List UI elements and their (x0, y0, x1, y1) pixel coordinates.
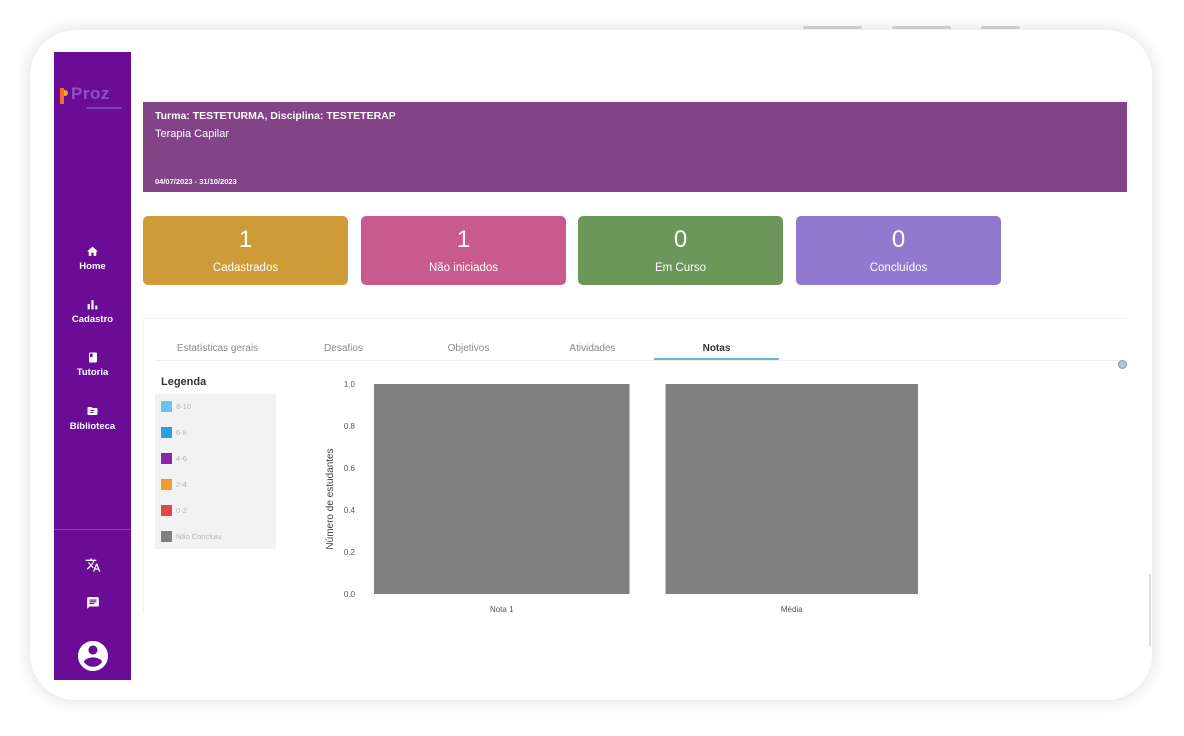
course-dates: 04/07/2023 - 31/10/2023 (155, 177, 237, 186)
sidebar-item-home[interactable]: Home (54, 243, 131, 283)
course-title: Turma: TESTETURMA, Disciplina: TESTETERA… (155, 110, 396, 122)
proz-logo[interactable]: Proz (60, 82, 126, 112)
y-tick-label: 0.0 (344, 590, 356, 599)
stat-card-concluidos[interactable]: 0 Concluídos (796, 216, 1001, 285)
chart-bar (374, 384, 630, 594)
legend-label: 4-6 (176, 453, 187, 463)
legend-swatch (161, 400, 172, 412)
y-tick-label: 0.4 (344, 506, 356, 515)
tab-estatisticas-gerais[interactable]: Estatísticas gerais (176, 343, 259, 354)
y-tick-label: 1.0 (344, 380, 356, 389)
stat-label: Concluídos (869, 262, 928, 274)
translate-icon (85, 557, 101, 578)
legend-label: 8-10 (176, 401, 192, 411)
x-tick-label: Média (781, 605, 803, 614)
stat-label: Em Curso (654, 262, 707, 274)
legend-item: Não Concluiu (161, 530, 221, 542)
sidebar-item-cadastro[interactable]: Cadastro (54, 296, 131, 336)
y-axis-label: Número de estudantes (325, 448, 336, 549)
sidebar-divider (54, 529, 131, 530)
stat-value: 0 (891, 226, 906, 253)
translate-button[interactable] (54, 557, 131, 578)
active-tab-indicator (654, 358, 779, 360)
account-circle-icon (75, 638, 111, 679)
stat-label: Cadastrados (212, 262, 279, 274)
tab-objetivos[interactable]: Objetivos (447, 343, 490, 354)
logo-mark-icon (60, 88, 68, 104)
legend-item: 6-8 (161, 426, 187, 438)
legend-swatch (161, 504, 172, 516)
stat-label: Não iniciados (428, 262, 499, 274)
legend-swatch (161, 530, 172, 542)
legend-label: 6-8 (176, 427, 187, 437)
chat-icon (86, 596, 100, 615)
sidebar-item-label: Cadastro (71, 314, 114, 325)
scrollbar[interactable] (1149, 574, 1151, 646)
legend-label: Não Concluiu (176, 531, 222, 541)
y-tick-label: 0.8 (344, 422, 356, 431)
tab-notas[interactable]: Notas (702, 343, 731, 354)
stat-value: 1 (456, 226, 471, 253)
stat-card-nao-iniciados[interactable]: 1 Não iniciados (361, 216, 566, 285)
device-frame: Proz Home Cadastro Tutoria Biblio (30, 30, 1152, 700)
scroll-indicator-dot[interactable] (1118, 360, 1127, 369)
logo-text: Proz (71, 84, 110, 103)
tabs-divider (155, 360, 1121, 361)
stat-value: 1 (238, 226, 253, 253)
window-mark (981, 26, 1020, 29)
bar-chart-icon (85, 296, 101, 312)
y-tick-label: 0.6 (344, 464, 356, 473)
legend-swatch (161, 478, 172, 490)
legend-swatch (161, 426, 172, 438)
window-controls (0, 26, 1184, 30)
book-icon (85, 349, 101, 365)
course-subtitle: Terapia Capilar (155, 128, 229, 140)
chart-bar (665, 384, 918, 594)
tabs-panel (143, 318, 1127, 614)
legend-label: 2-4 (176, 479, 187, 489)
legend: 8-10 6-8 4-6 2-4 0-2 Não Concluiu (155, 394, 276, 549)
account-button[interactable] (54, 638, 131, 679)
legend-item: 0-2 (161, 504, 187, 516)
legend-item: 8-10 (161, 400, 191, 412)
legend-swatch (161, 452, 172, 464)
legend-item: 2-4 (161, 478, 187, 490)
tab-desafios[interactable]: Desafios (324, 343, 363, 354)
x-tick-label: Nota 1 (490, 605, 514, 614)
sidebar: Proz Home Cadastro Tutoria Biblio (54, 52, 131, 680)
sidebar-item-tutoria[interactable]: Tutoria (54, 349, 131, 389)
legend-title: Legenda (161, 376, 207, 388)
y-tick-label: 0.2 (344, 548, 356, 557)
stat-value: 0 (673, 226, 688, 253)
legend-item: 4-6 (161, 452, 187, 464)
stat-card-cadastrados[interactable]: 1 Cadastrados (143, 216, 348, 285)
tab-atividades[interactable]: Atividades (569, 343, 616, 354)
library-icon (85, 403, 101, 419)
chat-button[interactable] (54, 596, 131, 615)
window-mark (803, 26, 862, 29)
sidebar-item-label: Biblioteca (69, 421, 116, 432)
home-icon (85, 243, 101, 259)
legend-label: 0-2 (176, 505, 187, 515)
stat-card-em-curso[interactable]: 0 Em Curso (578, 216, 783, 285)
window-mark (892, 26, 951, 29)
sidebar-item-label: Tutoria (76, 367, 109, 378)
sidebar-item-label: Home (79, 261, 106, 272)
sidebar-item-biblioteca[interactable]: Biblioteca (54, 403, 131, 443)
course-header: Turma: TESTETURMA, Disciplina: TESTETERA… (143, 102, 1127, 192)
